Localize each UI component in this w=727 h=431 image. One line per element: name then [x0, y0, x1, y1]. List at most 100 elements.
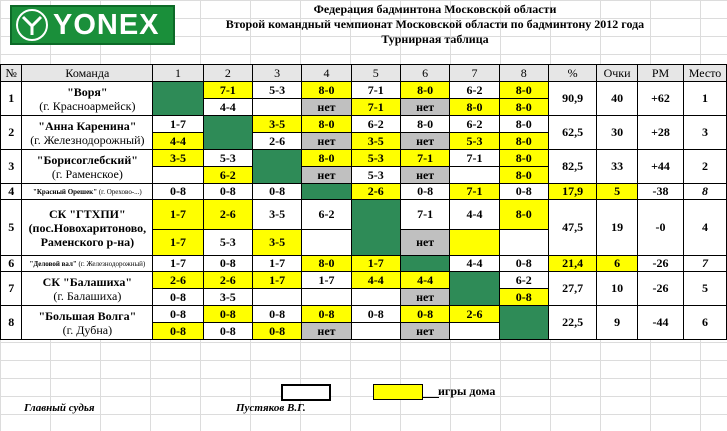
team-title: "Большая Волга": [38, 308, 137, 323]
score-cell: 7-1: [449, 183, 500, 200]
table-row: 3 "Борисоглебский" (г. Раменское) 3-5 5-…: [0, 149, 727, 184]
legend-selected-cell: [281, 384, 331, 401]
rm-cell: +62: [636, 81, 685, 116]
header-col-3: 3: [251, 64, 303, 82]
percent-cell: 21,4: [547, 255, 598, 272]
score-cell: нет: [399, 288, 451, 306]
score-cell: 8-0: [399, 115, 451, 133]
score-cell: 3-5: [152, 149, 204, 167]
score-cell: 1-7: [251, 271, 303, 289]
rm-cell: -38: [636, 183, 685, 200]
team-city: Раменского р-на): [40, 234, 135, 249]
score-cell: 1-7: [152, 115, 204, 133]
score-cell: 5-3: [251, 81, 303, 99]
score-cell: [301, 229, 352, 256]
rm-cell: +28: [636, 115, 685, 150]
self-match-cell: [498, 305, 549, 340]
score-cell: 5-3: [350, 166, 401, 184]
score-cell: 0-8: [498, 183, 549, 200]
score-cell: 7-1: [399, 199, 451, 230]
score-cell: нет: [301, 132, 352, 150]
score-cell: 8-0: [498, 98, 549, 116]
score-cell: 8-0: [301, 81, 352, 99]
header-col-4: 4: [301, 64, 352, 82]
yonex-mark-icon: [16, 9, 48, 41]
header-col-5: 5: [350, 64, 401, 82]
header-points: Очки: [596, 64, 638, 82]
score-cell: 4-4: [202, 98, 253, 116]
score-cell: 0-8: [498, 288, 549, 306]
percent-cell: 22,5: [547, 305, 598, 340]
header-place: Место: [683, 64, 727, 82]
table-row: 4-4 нет 7-1 нет 8-0 8-0: [1, 98, 727, 116]
score-cell: 2-6: [202, 271, 253, 289]
score-cell: 6-2: [498, 271, 549, 289]
table-row: 4 "Красный Орешек" (г. Орехово-...) 0-8 …: [0, 183, 727, 200]
score-cell: 3-5: [251, 229, 303, 256]
score-cell: нет: [399, 166, 451, 184]
rm-cell: -44: [636, 305, 685, 340]
percent-cell: 17,9: [547, 183, 598, 200]
place-cell: 8: [683, 183, 727, 200]
score-cell: 1-7: [152, 255, 204, 272]
score-cell: 2-6: [251, 132, 303, 150]
score-cell: 5-3: [202, 229, 253, 256]
header-col-1: 1: [152, 64, 204, 82]
points-cell: 10: [596, 271, 638, 306]
score-cell: 6-2: [301, 199, 352, 230]
score-cell: 8-0: [498, 81, 549, 99]
points-cell: 33: [596, 149, 638, 184]
percent-cell: 47,5: [547, 199, 598, 256]
team-city: (пос.Новохаритоново,: [28, 220, 147, 235]
rm-cell: +44: [636, 149, 685, 184]
row-number: 6: [0, 255, 23, 272]
score-cell: 1-7: [350, 255, 401, 272]
header-num: №: [0, 64, 23, 82]
logo-text: YONEX: [53, 8, 160, 41]
score-cell: 4-4: [399, 271, 451, 289]
legend-home-label: игры дома: [423, 384, 495, 399]
team-city: (г. Железнодорожный): [78, 259, 146, 268]
score-cell: нет: [399, 322, 451, 340]
score-cell: 2-6: [202, 199, 253, 230]
team-title: "Анна Каренина": [38, 118, 137, 133]
team-title: СК "ГТХПИ": [49, 206, 126, 221]
self-match-cell: [152, 81, 204, 116]
score-cell: 8-0: [301, 115, 352, 133]
score-cell: 0-8: [152, 322, 204, 340]
score-cell: 8-0: [498, 199, 549, 230]
header-col-2: 2: [202, 64, 253, 82]
yonex-logo: YONEX: [10, 5, 175, 45]
score-cell: 1-7: [152, 199, 204, 230]
score-cell: [449, 166, 500, 184]
legend-home-swatch: [373, 384, 423, 400]
page-title: Федерация бадминтона Московской области …: [180, 2, 690, 47]
row-number: 1: [0, 81, 23, 116]
rm-cell: -26: [636, 255, 685, 272]
score-cell: 8-0: [301, 255, 352, 272]
row-number: 8: [0, 305, 23, 340]
score-cell: 5-3: [202, 149, 253, 167]
title-line-3: Турнирная таблица: [381, 32, 489, 46]
self-match-cell: [251, 149, 303, 184]
team-title: СК "Балашиха": [42, 274, 133, 289]
score-cell: 6-2: [449, 81, 500, 99]
table-row: 8 "Большая Волга" (г. Дубна) 0-8 0-8 0-8…: [0, 305, 727, 340]
place-cell: 2: [683, 149, 727, 184]
row-number: 2: [0, 115, 23, 150]
self-match-cell: [350, 199, 401, 256]
team-name: "Борисоглебский" (г. Раменское): [21, 149, 154, 184]
score-cell: 3-5: [251, 199, 303, 230]
rm-cell: -26: [636, 271, 685, 306]
points-cell: 19: [596, 199, 638, 256]
points-cell: 5: [596, 183, 638, 200]
score-cell: 8-0: [449, 98, 500, 116]
team-name: "Красный Орешек" (г. Орехово-...): [21, 183, 154, 200]
score-cell: нет: [301, 322, 352, 340]
score-cell: 0-8: [350, 305, 401, 323]
score-cell: 4-4: [449, 255, 500, 272]
header-col-6: 6: [399, 64, 451, 82]
percent-cell: 27,7: [547, 271, 598, 306]
team-name: "Анна Каренина" (г. Железнодорожный): [21, 115, 154, 150]
place-cell: 4: [683, 199, 727, 256]
